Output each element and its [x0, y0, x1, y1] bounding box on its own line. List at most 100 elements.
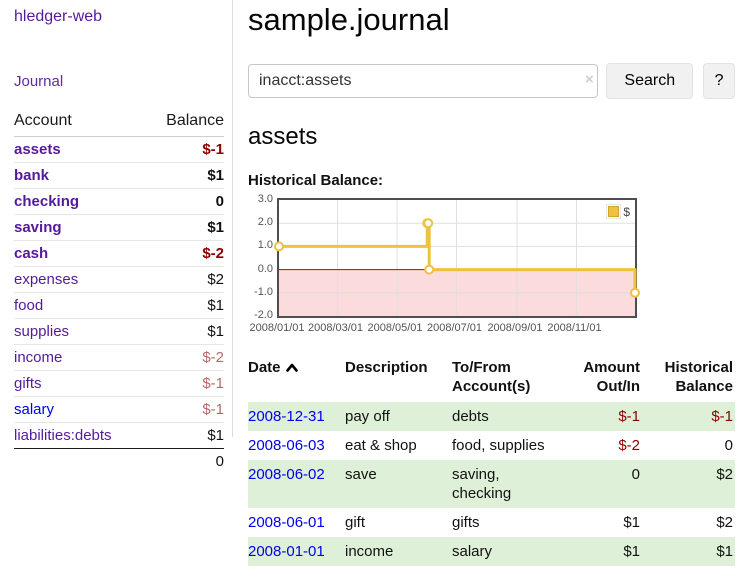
accounts-table: Account Balance assets $-1 bank $1 checking 0…: [14, 110, 224, 474]
transaction-amount: $1: [623, 514, 640, 531]
x-axis-tick-label: 2008/11/01: [547, 322, 602, 334]
transaction-amount: $-2: [618, 437, 640, 454]
account-row: food $1: [14, 292, 224, 319]
account-row: liabilities:debts $1: [14, 422, 224, 449]
x-axis-tick-label: 2008/09/01: [487, 322, 543, 334]
sidebar-account-link-assets[interactable]: assets: [14, 141, 61, 158]
register-header-description: Description: [345, 359, 428, 376]
register-table: Date Description To/From Account(s) Amou…: [248, 356, 735, 566]
y-axis-tick-label: -1.0: [254, 285, 273, 298]
search-form: × Search ?: [248, 63, 735, 99]
transaction-accounts: salary: [452, 543, 493, 560]
transaction-date-link[interactable]: 2008-06-03: [248, 437, 325, 454]
transaction-balance: $1: [716, 543, 733, 560]
transaction-amount: $1: [623, 543, 640, 560]
transaction-balance: 0: [724, 437, 733, 454]
account-row: gifts $-1: [14, 370, 224, 397]
sidebar-account-link-expenses[interactable]: expenses: [14, 271, 79, 288]
register-row: 2008-06-03 eat & shop food, supplies $-2 0: [248, 431, 735, 460]
transaction-description: pay off: [345, 408, 390, 425]
account-row: salary $-1: [14, 396, 224, 423]
account-row: expenses $2: [14, 266, 224, 293]
transaction-amount: 0: [631, 466, 640, 483]
legend-label: $: [623, 204, 630, 219]
y-axis-tick-label: -2.0: [254, 309, 273, 321]
transaction-amount: $-1: [618, 408, 640, 425]
help-button[interactable]: ?: [703, 63, 735, 99]
historical-balance-chart: 3.0 2.0 1.0 0.0 -1.0 -2.0 $ 2008/01/01 2008/03…: [248, 193, 735, 340]
account-row: checking 0: [14, 188, 224, 215]
transaction-date-link[interactable]: 2008-06-02: [248, 466, 325, 483]
transaction-date-link[interactable]: 2008-06-01: [248, 514, 325, 531]
register-row: 2008-06-02 save saving, checking 0 $2: [248, 460, 735, 508]
account-balance: $-1: [145, 396, 224, 423]
transaction-date-link[interactable]: 2008-01-01: [248, 543, 325, 560]
register-header-accounts: To/From Account(s): [452, 359, 531, 395]
transaction-accounts: saving, checking: [452, 466, 512, 502]
account-balance: $2: [145, 266, 224, 293]
register-row: 2008-06-01 gift gifts $1 $2: [248, 508, 735, 537]
sidebar-account-link-saving[interactable]: saving: [14, 219, 62, 236]
chart-canvas: [274, 200, 640, 316]
legend-swatch-icon: [606, 204, 622, 219]
account-balance: $-2: [145, 344, 224, 371]
main-content: sample.journal × Search ? assets Histori…: [248, 0, 735, 566]
transaction-balance: $2: [716, 514, 733, 531]
x-axis-tick-label: 2008/05/01: [367, 322, 423, 334]
sidebar-item-journal[interactable]: Journal: [14, 73, 64, 90]
y-axis-tick-label: 0.0: [257, 262, 273, 275]
accounts-total-row: 0: [14, 449, 224, 475]
register-header-amount: Amount Out/In: [583, 359, 640, 395]
page-title: sample.journal: [248, 2, 450, 37]
sidebar-account-link-income[interactable]: income: [14, 349, 63, 366]
sidebar-account-link-gifts[interactable]: gifts: [14, 375, 42, 392]
accounts-header-account: Account: [14, 110, 146, 137]
account-row: supplies $1: [14, 318, 224, 345]
y-axis-tick-label: 2.0: [257, 216, 273, 229]
account-balance: $-1: [145, 370, 224, 397]
account-heading: assets: [248, 123, 318, 150]
search-input[interactable]: [248, 64, 599, 98]
y-axis-tick-label: 1.0: [257, 239, 273, 252]
sidebar-account-link-checking[interactable]: checking: [14, 193, 80, 210]
account-row: bank $1: [14, 162, 224, 189]
app-brand-link[interactable]: hledger-web: [14, 8, 103, 25]
sidebar-account-link-bank[interactable]: bank: [14, 167, 50, 184]
transaction-date-link[interactable]: 2008-12-31: [248, 408, 325, 425]
transaction-accounts: food, supplies: [452, 437, 545, 454]
search-button[interactable]: Search: [606, 63, 694, 99]
account-row: cash $-2: [14, 240, 224, 267]
x-axis-tick-label: 2008/07/01: [426, 322, 483, 334]
sidebar: hledger-web Journal Account Balance asse…: [0, 0, 233, 470]
account-balance: $1: [145, 214, 224, 241]
y-axis-tick-label: 3.0: [257, 193, 273, 205]
register-header-date[interactable]: Date: [248, 356, 345, 402]
account-balance: 0: [145, 188, 224, 215]
x-axis-tick-label: 2008/01/01: [249, 322, 305, 334]
account-balance: $1: [145, 292, 224, 319]
transaction-accounts: gifts: [452, 514, 480, 531]
chart-plot-area: $: [274, 198, 640, 318]
chart-legend: $: [604, 203, 632, 220]
transaction-description: save: [345, 466, 377, 483]
register-header-balance: Historical Balance: [664, 359, 733, 395]
sidebar-account-link-supplies[interactable]: supplies: [14, 323, 70, 340]
sidebar-account-link-salary[interactable]: salary: [14, 401, 55, 418]
accounts-header-balance: Balance: [145, 110, 224, 137]
sidebar-account-link-cash[interactable]: cash: [14, 245, 49, 262]
chart-title: Historical Balance:: [248, 172, 384, 189]
transaction-balance: $2: [716, 466, 733, 483]
register-row: 2008-01-01 income salary $1 $1: [248, 537, 735, 566]
account-row: income $-2: [14, 344, 224, 371]
sidebar-account-link-liabilities-debts[interactable]: liabilities:debts: [14, 427, 112, 444]
accounts-total-value: 0: [215, 453, 224, 470]
register-row: 2008-12-31 pay off debts $-1 $-1: [248, 402, 735, 431]
account-balance: $1: [145, 162, 224, 189]
transaction-description: income: [345, 543, 394, 560]
sort-asc-icon: [285, 363, 298, 372]
sidebar-account-link-food[interactable]: food: [14, 297, 44, 314]
clear-search-icon[interactable]: ×: [585, 71, 594, 88]
account-balance: $1: [145, 422, 224, 449]
account-balance: $-1: [145, 136, 224, 163]
account-balance: $-2: [145, 240, 224, 267]
